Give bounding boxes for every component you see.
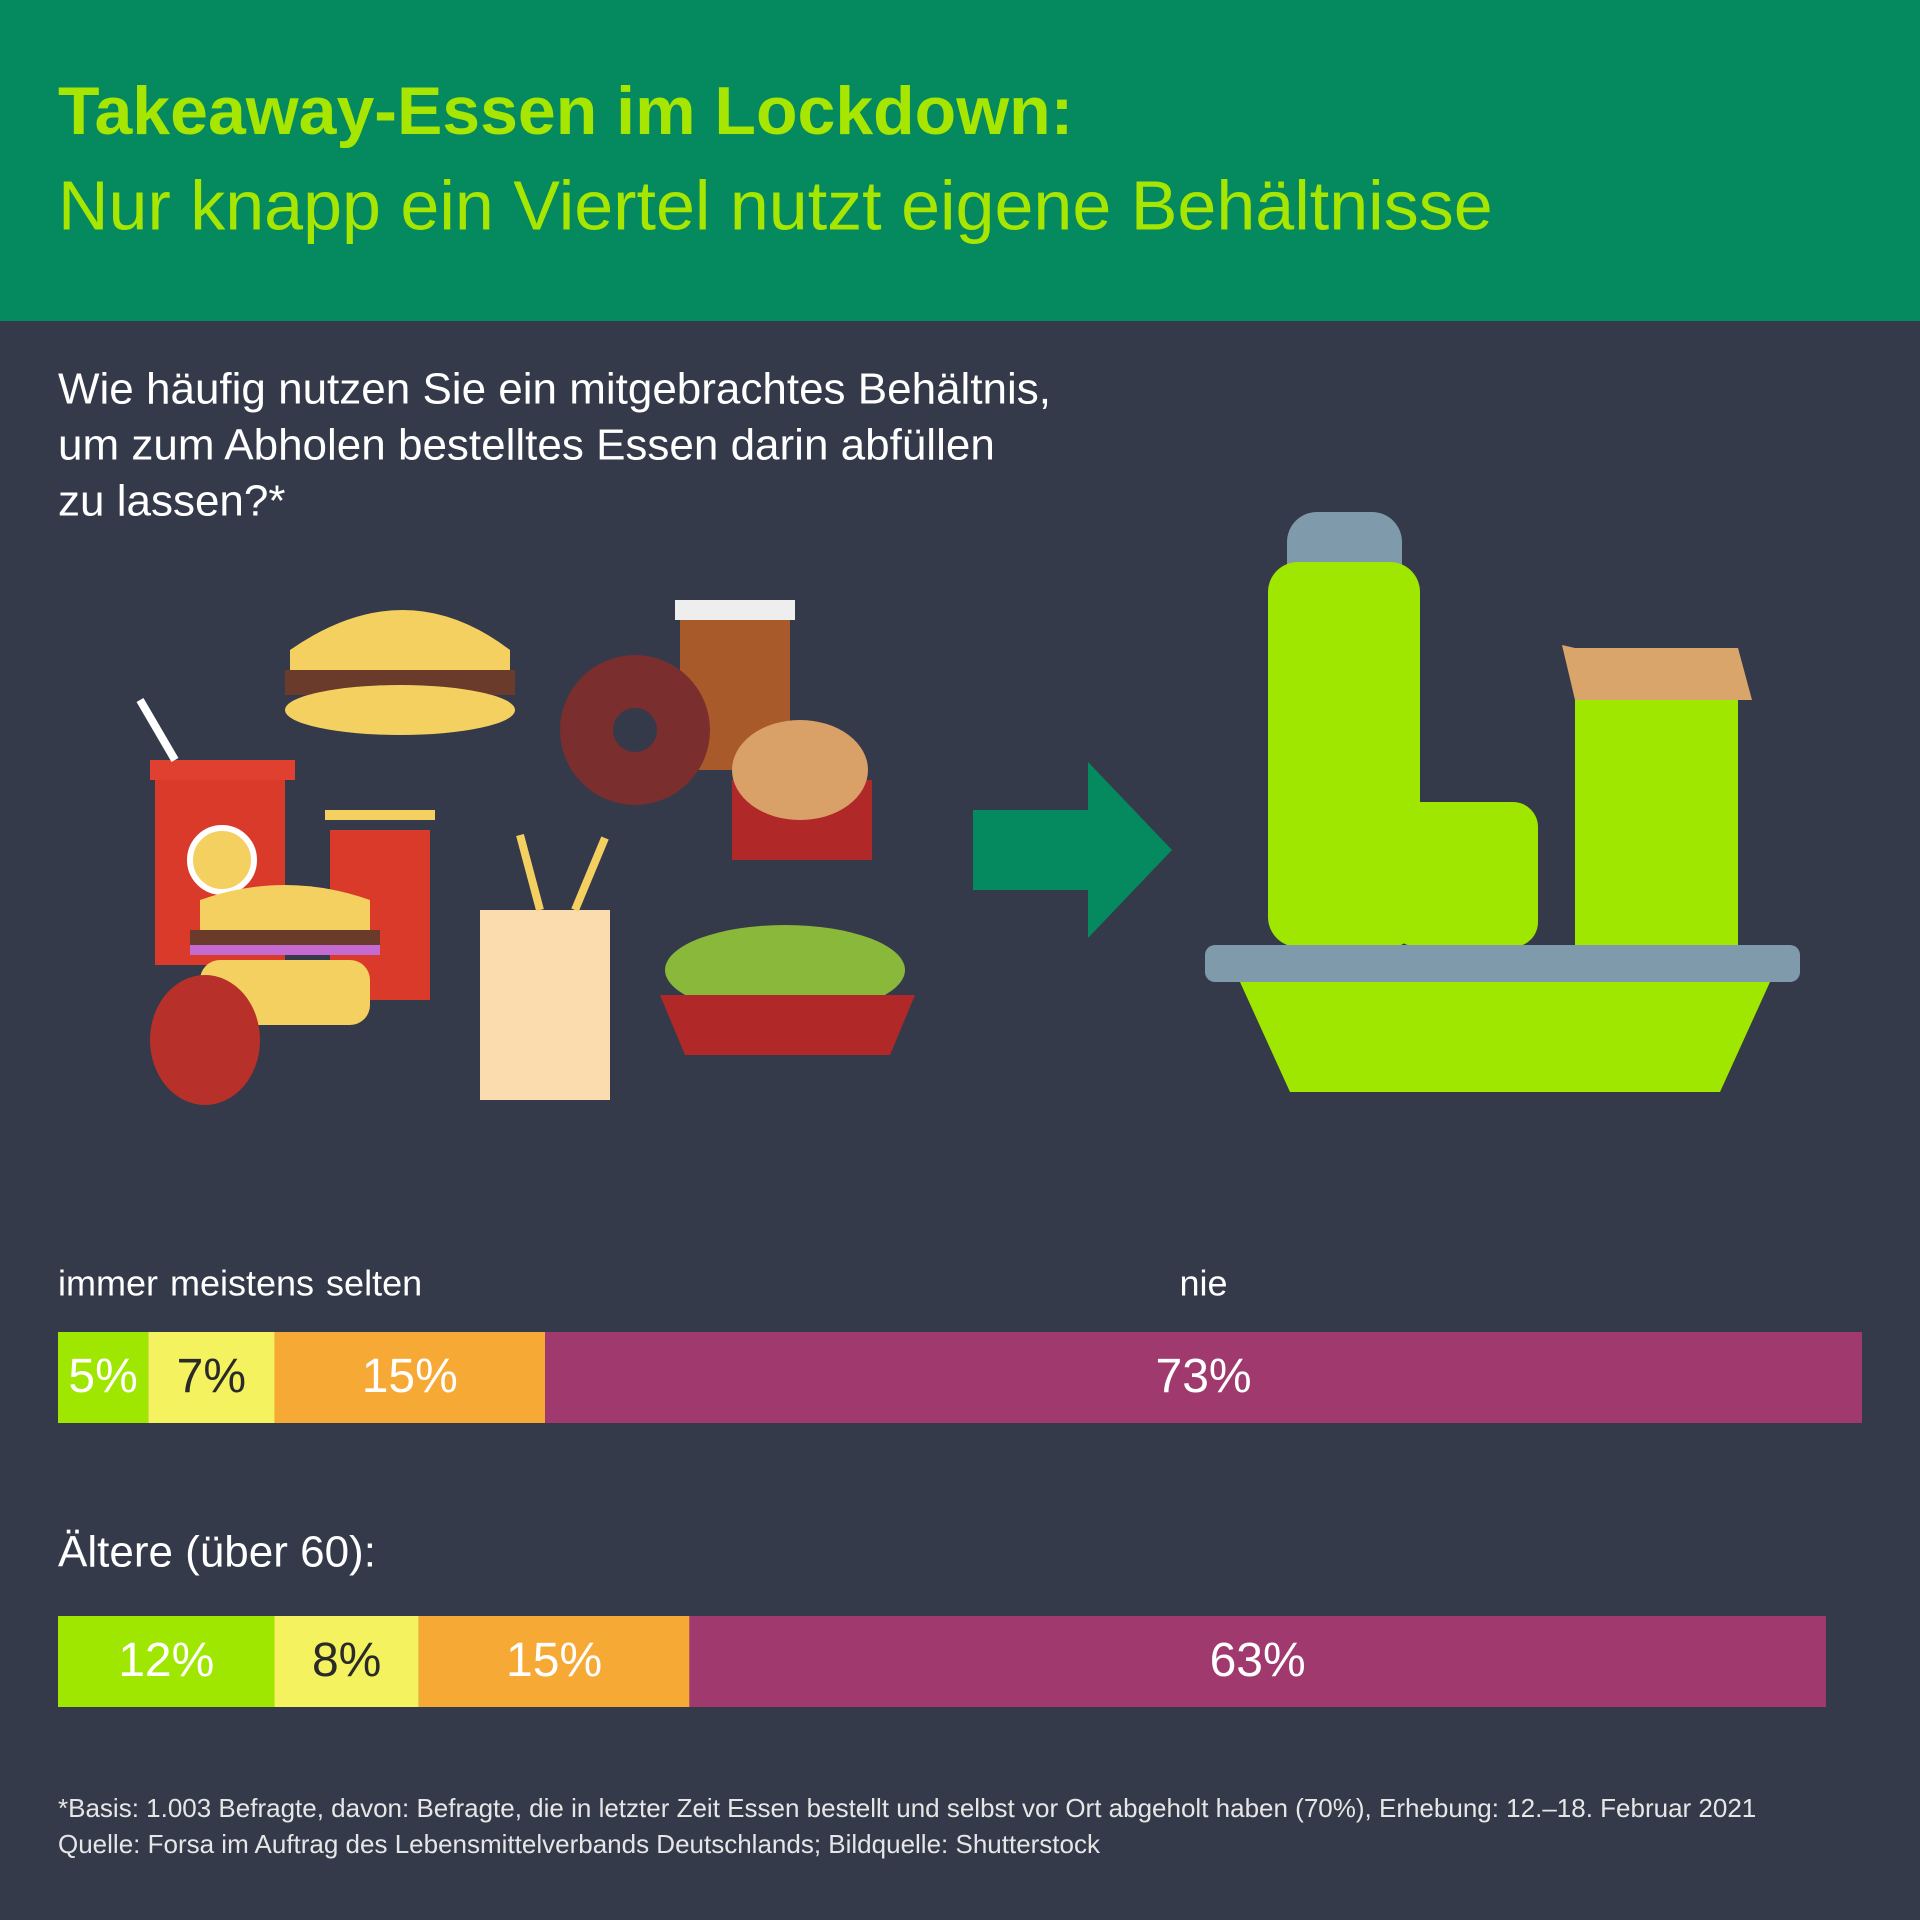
food-illustration bbox=[136, 600, 915, 1105]
value-label: 63% bbox=[1210, 1634, 1306, 1687]
value-label: 15% bbox=[362, 1350, 458, 1403]
bar-segment bbox=[58, 1616, 275, 1707]
legend-label: nie bbox=[1180, 1263, 1228, 1304]
value-label: 7% bbox=[177, 1350, 246, 1403]
bar-segment bbox=[148, 1332, 275, 1423]
bar-segment bbox=[274, 1332, 546, 1423]
value-label: 5% bbox=[68, 1350, 137, 1403]
footnote: *Basis: 1.003 Befragte, davon: Befragte,… bbox=[58, 1793, 1756, 1823]
arrow bbox=[973, 762, 1172, 938]
header-band bbox=[0, 0, 1920, 321]
question-line: zu lassen?* bbox=[58, 477, 285, 526]
category-label: Ältere (über 60): bbox=[58, 1528, 376, 1577]
subtitle: Nur knapp ein Viertel nutzt eigene Behäl… bbox=[58, 166, 1493, 244]
stacked-bar-chart: 5% 7% 15% 73% Ältere (über 60): 12% 8% 15% 63% im… bbox=[58, 1263, 1862, 1707]
bar-segment bbox=[418, 1616, 690, 1707]
footnote: Quelle: Forsa im Auftrag des Lebensmitte… bbox=[58, 1829, 1101, 1859]
container-illustration bbox=[1205, 512, 1800, 1092]
bar-segment bbox=[689, 1616, 1826, 1707]
legend-label: meistens bbox=[170, 1263, 314, 1304]
bar-segment bbox=[274, 1616, 419, 1707]
legend-label: selten bbox=[326, 1263, 422, 1304]
value-label: 15% bbox=[506, 1634, 602, 1687]
value-label: 73% bbox=[1156, 1350, 1252, 1403]
bar-segment bbox=[58, 1332, 149, 1423]
bar-segment bbox=[545, 1332, 1862, 1423]
value-label: 8% bbox=[312, 1634, 381, 1687]
legend-label: immer bbox=[58, 1263, 158, 1304]
question-line: Wie häufig nutzen Sie ein mitgebrachtes … bbox=[58, 365, 1051, 414]
title: Takeaway-Essen im Lockdown: bbox=[58, 73, 1073, 149]
question-line: um zum Abholen bestelltes Essen darin ab… bbox=[58, 421, 995, 470]
value-label: 12% bbox=[118, 1634, 214, 1687]
